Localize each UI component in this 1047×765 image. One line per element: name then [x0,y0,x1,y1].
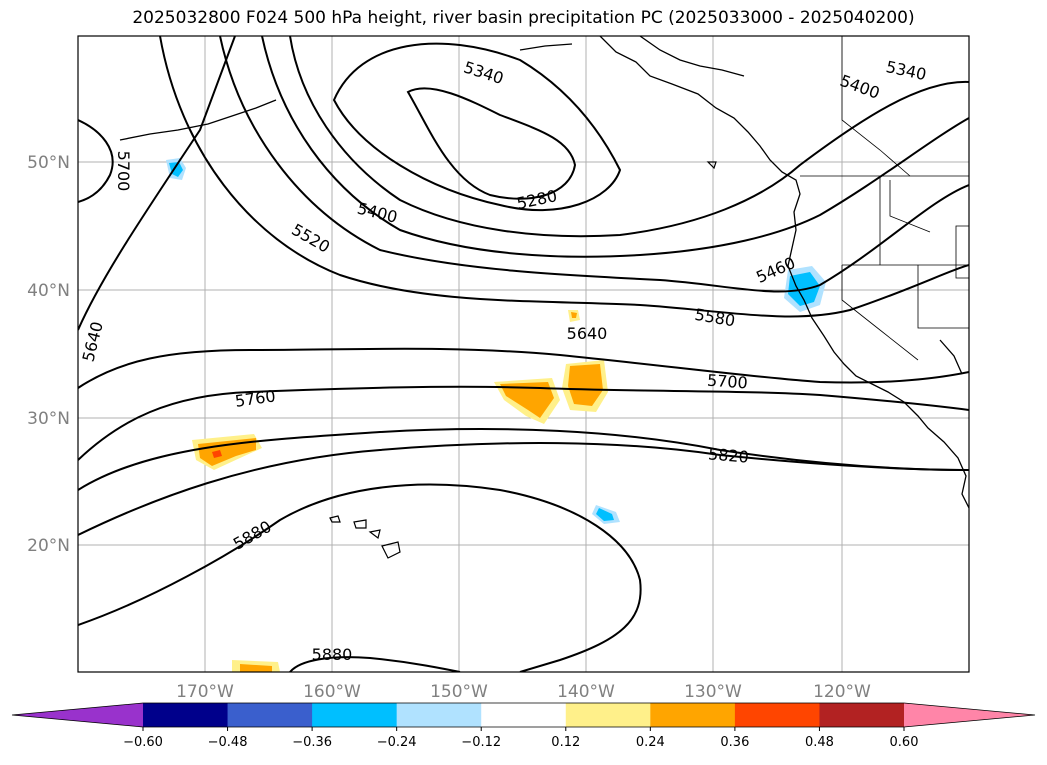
lat-label: 40°N [27,281,70,301]
colorbar-tick-label: 0.12 [551,735,580,750]
contour-label: 5880 [230,517,275,554]
lat-label: 20°N [27,536,70,556]
colorbar-swatch [565,703,651,727]
precip-anomaly-fills [166,158,826,672]
contour-label: 5700 [706,371,748,393]
contour-labels: 5340 5340 5400 5400 5280 5520 5460 5580 … [79,57,929,664]
contour-label: 5400 [838,71,883,103]
contour-label: 5880 [312,645,353,664]
colorbar-tick-label: −0.24 [377,735,417,750]
contour-label: 5400 [355,199,399,227]
contour-label: 5340 [884,57,928,84]
contour-label: 5820 [707,444,749,466]
colorbar-swatch [481,703,567,727]
map-title: 2025032800 F024 500 hPa height, river ba… [132,8,915,28]
colorbar-tick-label: 0.48 [805,735,834,750]
colorbar-tick-label: −0.12 [461,735,501,750]
contour-label: 5340 [461,57,506,88]
colorbar-swatch [143,703,229,727]
latitude-labels: 50°N 40°N 30°N 20°N [27,153,70,556]
colorbar-swatch [734,703,820,727]
longitude-labels: 170°W 160°W 150°W 140°W 130°W 120°W [176,682,871,702]
lon-label: 120°W [813,682,871,702]
colorbar-swatch [650,703,736,727]
colorbar-tick-label: 0.60 [890,735,919,750]
colorbar: −0.60 −0.48 −0.36 −0.24 −0.12 0.12 0.24 0.36 0.4… [11,702,1036,750]
graticule [78,36,969,672]
lon-label: 150°W [430,682,488,702]
colorbar-extend-min [12,703,143,727]
colorbar-tick-label: 0.24 [636,735,665,750]
colorbar-swatch [396,703,482,727]
contour-label: 5580 [693,305,736,331]
political-borders [800,36,969,361]
height-contours [78,36,969,672]
lon-label: 140°W [557,682,615,702]
islands [329,161,717,559]
colorbar-tick-label: −0.36 [292,735,332,750]
lon-label: 130°W [684,682,742,702]
contour-label: 5760 [234,386,277,410]
colorbar-swatch [312,703,398,727]
colorbar-tick-label: −0.48 [208,735,248,750]
contour-label: 5700 [114,151,133,192]
colorbar-extend-max [904,703,1035,727]
coastlines [119,36,969,509]
colorbar-swatch [819,703,905,727]
lon-label: 160°W [303,682,361,702]
lat-label: 30°N [27,409,70,429]
colorbar-swatch [227,703,313,727]
colorbar-tick-label: 0.36 [720,735,749,750]
colorbar-tick-label: −0.60 [123,735,163,750]
contour-label: 5640 [79,320,107,364]
map-frame [77,35,970,673]
lat-label: 50°N [27,153,70,173]
contour-label: 5640 [567,324,608,343]
lon-label: 170°W [176,682,234,702]
